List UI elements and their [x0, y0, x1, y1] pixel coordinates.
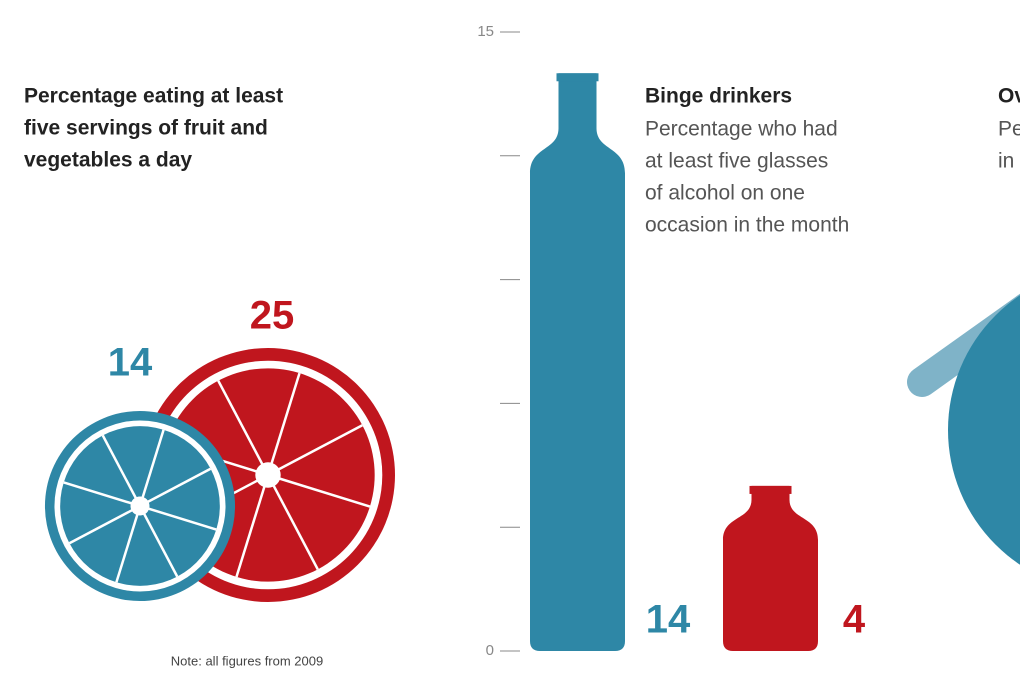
third-chart-shape: [907, 293, 1020, 565]
segment-line: [68, 504, 141, 545]
segment-line: [101, 434, 142, 507]
plate: [948, 295, 1020, 565]
segment-line: [235, 474, 270, 578]
fruit-core: [255, 462, 281, 488]
chart-subtitle: of alcohol on one: [645, 182, 805, 205]
chart-subtitle: Percentage who had: [645, 118, 838, 141]
chart-subtitle: Pe: [998, 118, 1020, 141]
bottle-cap: [556, 73, 599, 82]
segment-line: [217, 380, 270, 476]
bottle: [530, 73, 625, 652]
chart-subtitle: in: [998, 150, 1014, 173]
segment-line: [267, 424, 363, 477]
chart-title: Binge drinkers: [645, 85, 792, 108]
segment-line: [138, 505, 179, 578]
chart-title: five servings of fruit and: [24, 117, 268, 140]
value-label: 25: [250, 294, 295, 338]
y-tick-label: 15: [477, 23, 494, 40]
bottle: [723, 485, 818, 651]
value-label: 4: [843, 598, 866, 642]
segment-line: [266, 474, 319, 570]
segment-line: [63, 481, 141, 508]
fruit: [44, 410, 236, 602]
segment-line: [266, 372, 301, 476]
segment-line: [115, 505, 142, 583]
note: Note: all figures from 2009: [171, 653, 323, 668]
fruit-core: [130, 496, 150, 516]
chart-title: vegetables a day: [24, 149, 192, 172]
segment-line: [138, 429, 165, 507]
bottle-cap: [749, 485, 792, 494]
segment-line: [267, 473, 371, 508]
value-label: 14: [646, 598, 691, 642]
chart-title: Percentage eating at least: [24, 85, 283, 108]
segment-line: [139, 504, 217, 531]
value-label: 14: [108, 341, 153, 385]
chart-subtitle: occasion in the month: [645, 214, 849, 237]
segment-line: [139, 467, 212, 508]
chart-subtitle: at least five glasses: [645, 150, 828, 173]
y-tick-label: 0: [486, 642, 494, 659]
chart-title: Ov: [998, 85, 1020, 108]
